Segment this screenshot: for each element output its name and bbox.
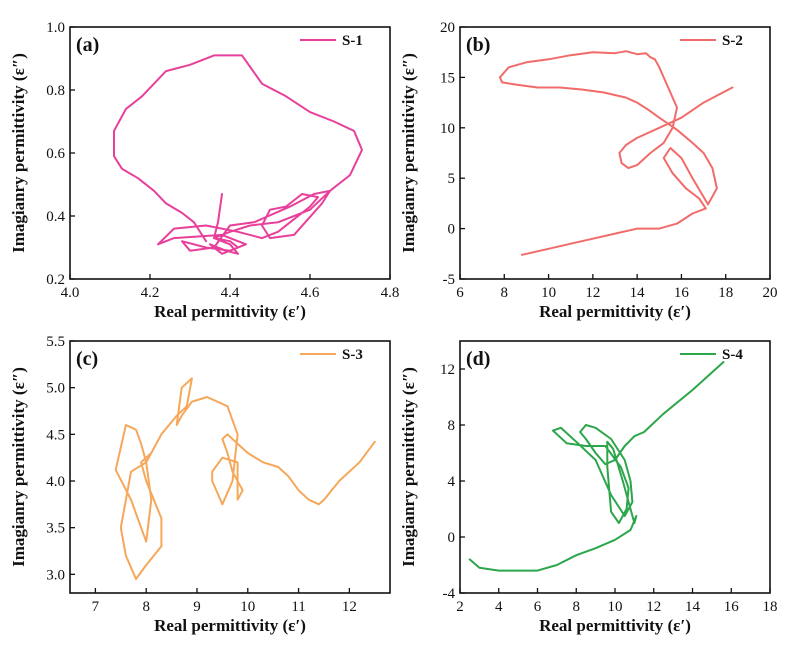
y-tick-label: 0.8 [46,83,65,99]
x-axis-label: Real permittivity (ε′) [539,302,691,321]
x-tick-label: 16 [724,599,740,615]
x-tick-label: 8 [501,285,509,301]
y-axis-label: Imagianry permittivity (ε″) [399,367,418,567]
x-tick-label: 12 [342,599,357,615]
x-tick-label: 18 [718,285,733,301]
y-tick-label: 5.0 [46,381,65,397]
y-tick-label: 10 [440,121,455,137]
y-tick-label: 15 [440,70,455,86]
y-tick-label: 20 [440,20,455,36]
y-tick-label: 4 [448,474,456,490]
x-tick-label: 8 [142,599,150,615]
plot-frame [69,340,391,594]
x-tick-label: 14 [630,285,646,301]
legend-label: S-4 [722,347,743,363]
x-tick-label: 4.6 [301,285,320,301]
y-axis-label: Imagianry permittivity (ε″) [399,53,418,253]
y-tick-label: 0.2 [46,272,65,288]
x-tick-label: 10 [240,599,255,615]
y-tick-label: 4.5 [46,427,65,443]
y-tick-label: 5.5 [46,334,65,350]
y-tick-label: -4 [443,586,456,602]
x-tick-label: 20 [763,285,778,301]
y-tick-label: 0 [448,222,456,238]
x-tick-label: 12 [585,285,600,301]
y-tick-label: -5 [443,272,456,288]
series-line-s-2 [498,50,734,256]
x-tick-label: 6 [456,285,464,301]
x-tick-label: 4.8 [381,285,400,301]
plot-frame [459,340,771,594]
y-tick-label: 0.6 [46,146,65,162]
x-tick-label: 2 [456,599,464,615]
legend-label: S-1 [342,33,363,49]
y-tick-label: 5 [448,171,456,187]
panel-b-chart: 6 8 10 12 14 16 18 20 -5 0 5 10 15 20 Real permittivit… [399,20,778,321]
x-tick-label: 10 [608,599,623,615]
series-line-s-1 [113,54,363,255]
series-line-s-4 [468,361,725,572]
y-axis-label: Imagianry permittivity (ε″) [9,367,28,567]
x-axis-label: Real permittivity (ε′) [154,616,306,635]
panel-label: (d) [466,348,490,370]
x-tick-label: 4.2 [141,285,160,301]
x-tick-label: 4 [495,599,503,615]
panel-label: (c) [76,348,98,370]
x-tick-label: 10 [541,285,556,301]
x-axis-label: Real permittivity (ε′) [539,616,691,635]
y-axis-label: Imagianry permittivity (ε″) [9,53,28,253]
panel-a-chart: 4.0 4.2 4.4 4.6 4.8 0.2 0.4 0.6 0.8 1.0 Real permi… [9,20,399,321]
x-tick-label: 8 [573,599,581,615]
x-tick-label: 16 [674,285,690,301]
y-tick-label: 12 [440,362,455,378]
x-tick-label: 12 [646,599,661,615]
legend-label: S-2 [722,33,743,49]
panel-label: (b) [466,34,490,56]
x-tick-label: 9 [193,599,201,615]
x-tick-label: 14 [685,599,701,615]
x-tick-label: 4.4 [221,285,240,301]
x-tick-label: 18 [763,599,778,615]
x-tick-label: 11 [291,599,305,615]
y-tick-label: 8 [448,418,456,434]
x-tick-label: 6 [534,599,542,615]
y-tick-label: 0 [448,530,456,546]
x-tick-label: 7 [92,599,100,615]
x-axis-label: Real permittivity (ε′) [154,302,306,321]
panel-c-chart: 7 8 9 10 11 12 3.0 3.5 4.0 4.5 5.0 5.5 Real permitti… [9,334,391,635]
y-tick-label: 0.4 [46,209,65,225]
y-tick-label: 4.0 [46,474,65,490]
x-tick-label: 4.0 [61,285,80,301]
y-tick-label: 3.0 [46,567,65,583]
series-line-s-3 [114,377,376,580]
legend-label: S-3 [342,347,363,363]
plot-frame [459,26,771,280]
y-tick-label: 1.0 [46,20,65,36]
panel-label: (a) [76,34,99,56]
y-tick-label: 3.5 [46,521,65,537]
